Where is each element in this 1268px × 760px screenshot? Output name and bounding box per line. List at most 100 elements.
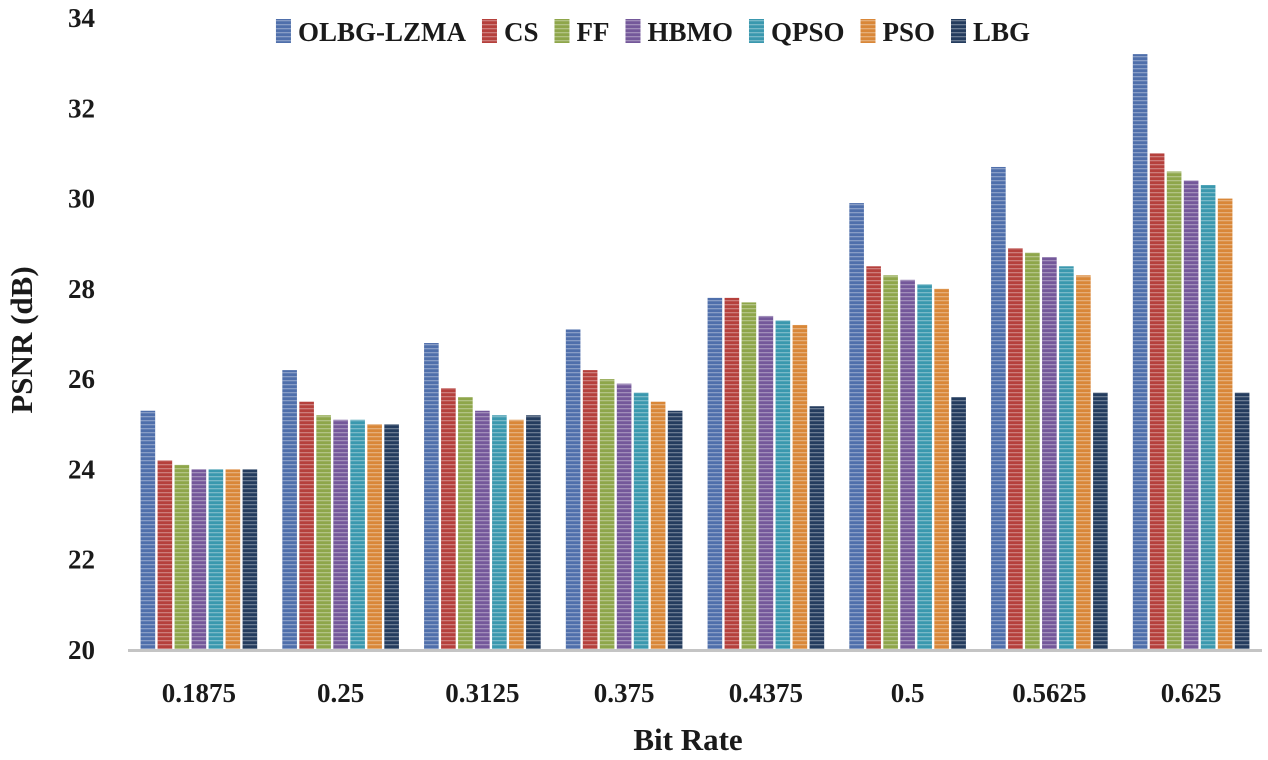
bar-cs-0.5	[866, 266, 881, 650]
y-tick-label: 28	[68, 274, 95, 304]
bar-pso-0.625	[1217, 198, 1233, 651]
bar-lbg-0.25	[384, 424, 399, 650]
bar-ff-0.5	[883, 275, 898, 650]
bar-olbg-lzma-0.4375	[707, 297, 723, 650]
legend-swatch	[625, 19, 641, 43]
bar-olbg-lzma-0.3125	[424, 343, 439, 650]
bar-qpso-0.625	[1200, 185, 1216, 650]
bar-cs-0.625	[1149, 153, 1165, 650]
legend-item-lbg: LBG	[951, 17, 1030, 47]
legend-item-hbmo: HBMO	[625, 17, 733, 47]
bars	[140, 54, 1250, 651]
legend-swatch	[481, 19, 497, 43]
legend-item-olbg-lzma: OLBG-LZMA	[275, 17, 467, 47]
x-axis: 0.1875 0.25 0.3125 0.375 0.4375 0.5 0.5625 0.62…	[128, 649, 1262, 708]
legend: OLBG-LZMA CS FF HBMO QPSO PSO LBG	[275, 17, 1030, 47]
legend-label: HBMO	[647, 17, 733, 47]
bar-cs-0.3125	[441, 388, 456, 650]
legend-swatch	[554, 19, 570, 43]
legend-label: CS	[504, 17, 539, 47]
y-tick-label: 26	[68, 364, 95, 394]
x-tick-label: 0.5625	[1012, 678, 1086, 708]
bar-qpso-0.375	[633, 392, 649, 650]
bar-hbmo-0.3125	[475, 410, 490, 650]
x-tick-label: 0.625	[1161, 678, 1222, 708]
bar-lbg-0.3125	[526, 415, 541, 650]
bar-olbg-lzma-0.625	[1132, 54, 1148, 651]
bar-lbg-0.625	[1234, 392, 1250, 650]
x-tick-label: 0.3125	[445, 678, 519, 708]
bar-olbg-lzma-0.375	[565, 329, 581, 650]
bar-qpso-0.4375	[775, 320, 791, 650]
bar-lbg-0.375	[667, 410, 683, 650]
bar-cs-0.1875	[157, 460, 173, 650]
bar-ff-0.4375	[741, 302, 757, 650]
legend-label: PSO	[883, 17, 936, 47]
bar-qpso-0.5625	[1059, 266, 1074, 650]
bar-pso-0.1875	[225, 469, 241, 650]
x-axis-title: Bit Rate	[633, 722, 742, 757]
y-tick-label: 32	[68, 93, 95, 123]
x-tick-label: 0.1875	[162, 678, 236, 708]
x-tick-label: 0.375	[594, 678, 655, 708]
legend-item-pso: PSO	[860, 17, 936, 47]
bar-qpso-0.25	[350, 419, 365, 650]
bar-pso-0.5625	[1076, 275, 1091, 650]
legend-item-cs: CS	[481, 17, 539, 47]
legend-label: FF	[576, 17, 609, 47]
bar-lbg-0.5	[951, 397, 966, 650]
legend-swatch	[275, 19, 291, 43]
y-tick-label: 24	[68, 454, 95, 484]
y-tick-label: 34	[68, 3, 95, 33]
legend-item-qpso: QPSO	[748, 17, 845, 47]
bar-olbg-lzma-0.5625	[991, 166, 1006, 650]
bar-lbg-0.1875	[242, 469, 258, 650]
y-tick-label: 22	[68, 545, 95, 575]
bar-qpso-0.1875	[208, 469, 224, 650]
bar-hbmo-0.5	[900, 279, 915, 650]
y-axis: 20 22 24 26 28 30 32 34	[68, 3, 95, 665]
y-axis-title: PSNR (dB)	[4, 266, 39, 413]
bar-hbmo-0.4375	[758, 315, 774, 650]
bar-cs-0.375	[582, 370, 598, 650]
bar-qpso-0.3125	[492, 415, 507, 650]
bar-hbmo-0.375	[616, 383, 632, 650]
bar-olbg-lzma-0.5	[849, 203, 864, 651]
bar-pso-0.25	[367, 424, 382, 650]
bar-ff-0.5625	[1025, 252, 1040, 650]
bar-pso-0.4375	[792, 324, 808, 650]
bar-hbmo-0.5625	[1042, 257, 1057, 650]
bar-pso-0.5	[934, 288, 949, 650]
legend-label: QPSO	[771, 17, 845, 47]
legend-swatch	[860, 19, 876, 43]
y-tick-label: 20	[68, 635, 95, 665]
bar-ff-0.25	[316, 415, 331, 650]
bar-ff-0.3125	[458, 397, 473, 650]
legend-label: OLBG-LZMA	[298, 17, 467, 47]
bar-lbg-0.4375	[809, 406, 825, 650]
legend-swatch	[951, 19, 967, 43]
bar-hbmo-0.625	[1183, 180, 1199, 650]
bar-cs-0.5625	[1008, 248, 1023, 650]
bar-olbg-lzma-0.1875	[140, 410, 156, 650]
bar-cs-0.25	[299, 401, 314, 650]
x-tick-label: 0.25	[317, 678, 364, 708]
legend-label: LBG	[973, 17, 1030, 47]
legend-swatch	[748, 19, 764, 43]
bar-qpso-0.5	[917, 284, 932, 650]
bar-olbg-lzma-0.25	[282, 370, 297, 650]
bar-hbmo-0.1875	[191, 469, 207, 650]
x-tick-label: 0.5	[891, 678, 925, 708]
bar-ff-0.375	[599, 379, 615, 650]
bar-hbmo-0.25	[333, 419, 348, 650]
y-tick-label: 30	[68, 184, 95, 214]
legend-item-ff: FF	[554, 17, 609, 47]
bar-cs-0.4375	[724, 297, 740, 650]
bar-pso-0.375	[650, 401, 666, 650]
x-tick-label: 0.4375	[729, 678, 803, 708]
bar-ff-0.1875	[174, 464, 190, 650]
bar-ff-0.625	[1166, 171, 1182, 650]
bar-pso-0.3125	[509, 419, 524, 650]
bar-lbg-0.5625	[1093, 392, 1108, 650]
